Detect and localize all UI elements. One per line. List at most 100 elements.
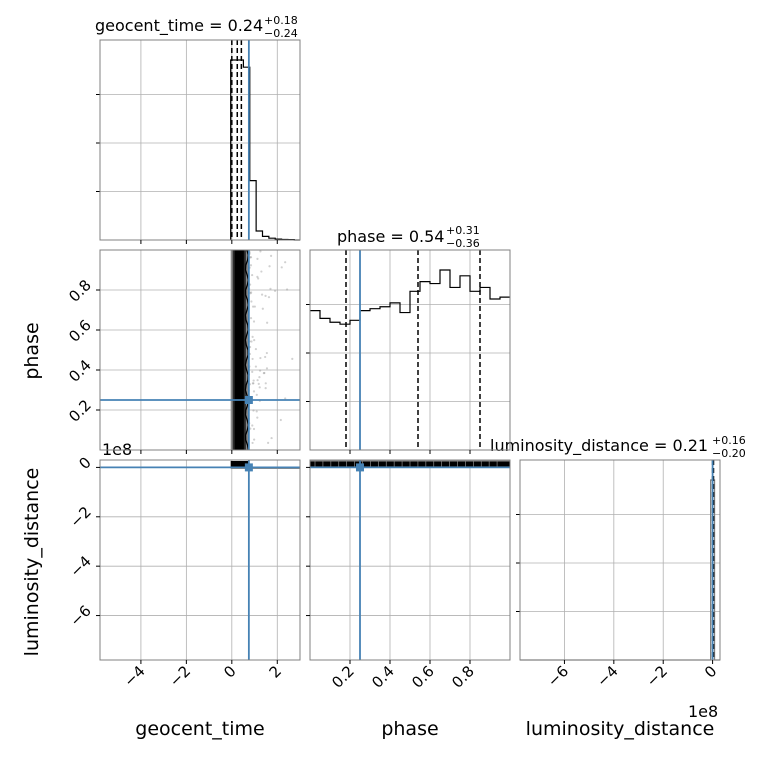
scatter-point (251, 382, 254, 385)
title-geocent-time: geocent_time = 0.24 (95, 16, 263, 36)
scatter-point (279, 418, 282, 422)
density-band-core (234, 250, 244, 450)
yticklabel-phase-3: 0.8 (65, 276, 95, 306)
scatter-point (250, 340, 253, 343)
scatter-point (260, 293, 264, 296)
title-luminosity-distance: luminosity_distance = 0.21 (490, 436, 708, 456)
scatter-point (249, 317, 253, 320)
scatter-point (252, 382, 255, 385)
truth-marker-ld-phase (356, 463, 364, 472)
title-geocent-time-plus: +0.18 (264, 14, 298, 27)
scatter-point (263, 371, 266, 375)
scatter-point (249, 264, 253, 267)
density-ld-geocent (230, 461, 249, 468)
scatter-point (251, 305, 255, 308)
title-luminosity-distance-plus: +0.16 (712, 434, 746, 447)
scatter-point (265, 351, 268, 355)
panel-phase-vs-geocent-time (99, 249, 301, 451)
yticklabel-phase-2: 0.6 (65, 316, 95, 346)
scatter-point (251, 441, 254, 445)
xticklabel-phase-2: 0.6 (408, 662, 438, 692)
offset-label-bottom: 1e8 (688, 702, 718, 721)
xlabel-phase: phase (381, 718, 438, 740)
scatter-point (252, 409, 255, 412)
ylabel-phase: phase (21, 322, 43, 379)
ylabel-luminosity-distance: luminosity_distance (21, 468, 43, 657)
scatter-point (254, 347, 258, 351)
scatter-point (252, 390, 256, 393)
scatter-point (267, 441, 270, 444)
scatter-point (256, 257, 259, 260)
scatter-point (270, 436, 273, 440)
scatter-point (257, 277, 260, 280)
xticklabel-luminosity-distance-1: −4 (593, 662, 621, 690)
title-luminosity-distance-minus: −0.20 (712, 447, 746, 460)
scatter-point (252, 427, 256, 431)
scatter-point (261, 307, 264, 310)
xlabel-luminosity-distance: luminosity_distance (526, 718, 715, 740)
scatter-point (265, 367, 269, 370)
scatter-point (264, 382, 267, 385)
scatter-point (249, 292, 252, 295)
scatter-point (259, 356, 262, 360)
density-phase-geocent (230, 250, 294, 450)
xticklabel-phase-1: 0.4 (368, 662, 398, 692)
panel-geocent-time-hist (99, 39, 301, 241)
xticklabel-luminosity-distance-0: −6 (544, 662, 572, 690)
scatter-point (258, 386, 261, 389)
scatter-point (257, 382, 260, 386)
scatter-point (251, 273, 254, 277)
scatter-point (252, 320, 256, 323)
scatter-point (258, 375, 261, 379)
title-phase-minus: −0.36 (446, 237, 480, 250)
xlabel-geocent-time: geocent_time (135, 718, 264, 740)
scatter-point (258, 369, 262, 372)
truth-marker-ld-geocent (244, 463, 253, 472)
scatter-point (285, 288, 289, 291)
hist-luminosity-distance (520, 479, 720, 661)
scatter-point (255, 410, 258, 413)
panel-luminosity-distance-vs-geocent-time (99, 459, 301, 661)
yticklabel-luminosity-distance-1: −4 (66, 552, 94, 580)
scatter-point (264, 294, 267, 297)
panel-phase-hist (309, 249, 511, 451)
scatter-point (256, 416, 259, 419)
scatter-point (250, 291, 253, 294)
hist-phase (310, 269, 510, 325)
scatter-point (251, 335, 254, 338)
scatter-point (250, 300, 253, 303)
scatter-point (269, 287, 272, 290)
scatter-point (256, 379, 259, 382)
title-phase: phase = 0.54 (337, 227, 444, 246)
yticklabel-luminosity-distance-0: −6 (66, 602, 94, 630)
xticklabel-geocent-time-2: 0 (220, 662, 239, 681)
panel-luminosity-distance-vs-phase (309, 459, 511, 661)
scatter-point (253, 339, 256, 342)
scatter-point (264, 355, 267, 359)
yticklabel-luminosity-distance-2: −2 (66, 503, 94, 531)
scatter-point (262, 372, 265, 375)
scatter-point (264, 387, 267, 390)
scatter-point (260, 270, 263, 273)
xticklabel-phase-0: 0.2 (328, 662, 358, 692)
scatter-point (253, 305, 256, 308)
xticklabel-luminosity-distance-2: −2 (643, 662, 671, 690)
scatter-point (273, 289, 277, 292)
xticklabel-geocent-time-3: 2 (266, 662, 285, 681)
scatter-point (252, 379, 255, 382)
scatter-point (249, 256, 253, 259)
scatter-point (266, 321, 269, 324)
scatter-point (254, 365, 258, 368)
scatter-point (284, 397, 287, 400)
scatter-point (249, 256, 252, 259)
scatter-point (253, 438, 256, 441)
scatter-point (259, 250, 262, 253)
plot-layer: −6 −4 −2 0 0.2 0.4 0.6 0.8 −4 −2 0 2 −6 −4 −2 0 0.2 0.4 0.… (65, 39, 721, 692)
title-phase-plus: +0.31 (446, 224, 480, 237)
scatter-point (251, 357, 254, 361)
yticklabel-phase-1: 0.4 (65, 356, 95, 386)
xticklabel-luminosity-distance-3: 0 (701, 662, 720, 681)
yticklabel-phase-0: 0.2 (65, 396, 95, 426)
xticklabel-geocent-time-1: −2 (166, 662, 194, 690)
